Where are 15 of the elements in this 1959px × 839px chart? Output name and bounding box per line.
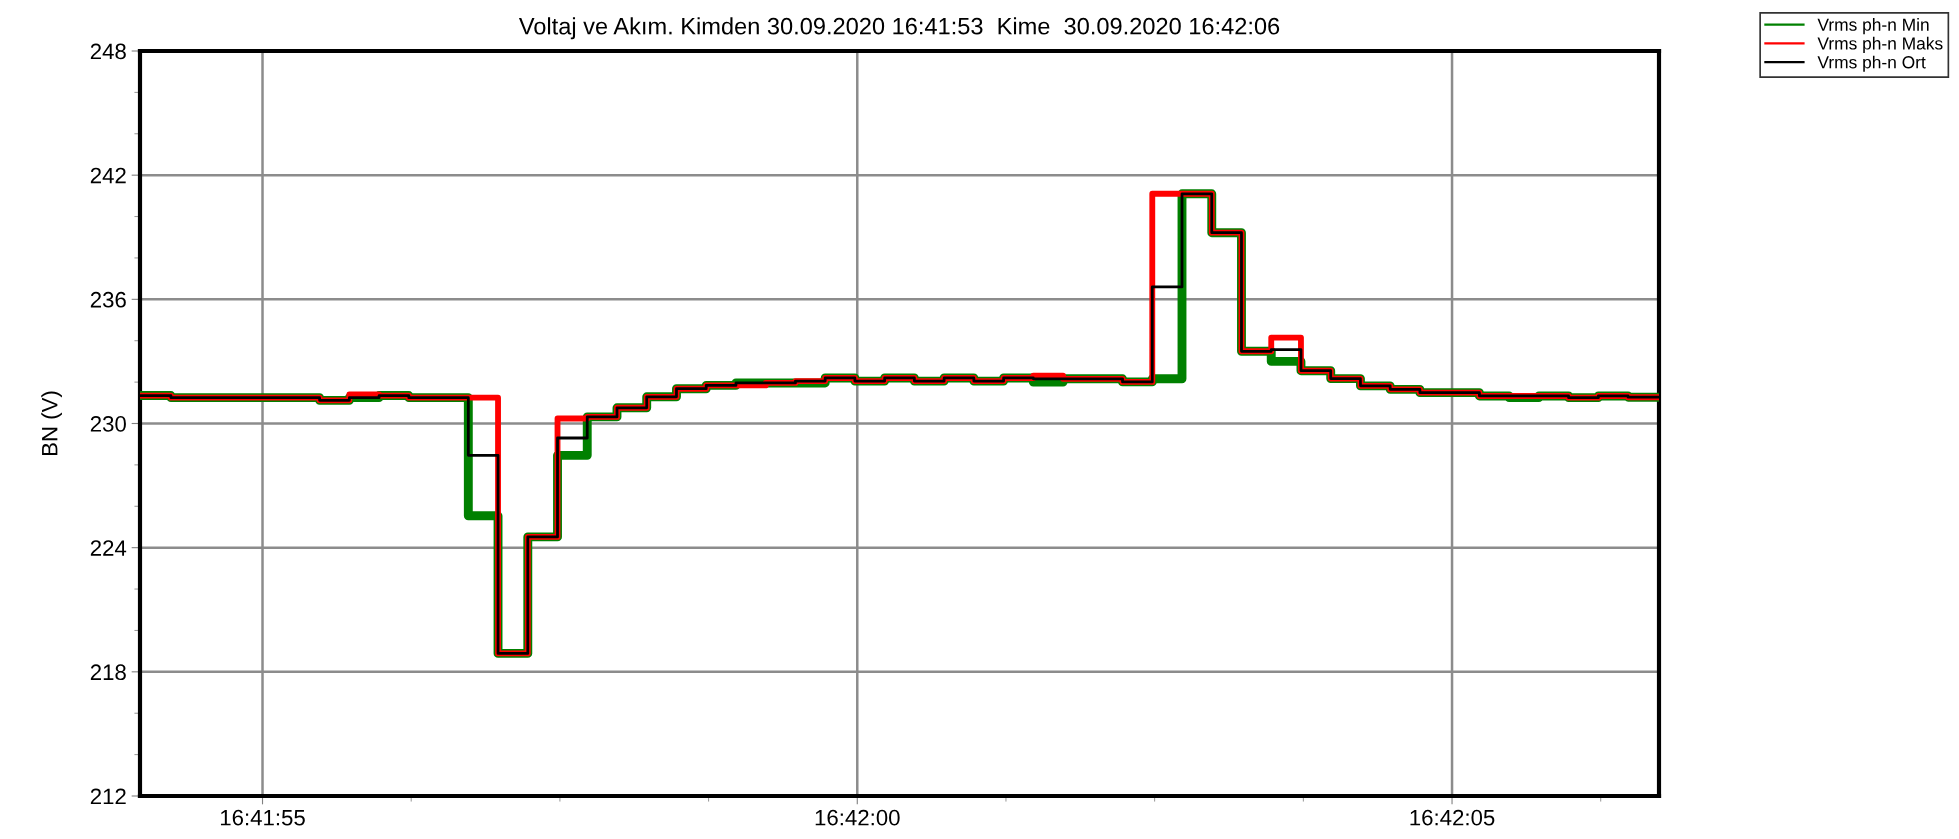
- y-tick-label: 218: [90, 664, 126, 681]
- y-tick-label: 212: [90, 788, 126, 805]
- y-axis-title: BN (V): [41, 391, 62, 456]
- x-tick-label: 16:42:05: [1410, 809, 1495, 826]
- y-tick-label: 248: [90, 43, 126, 60]
- legend-label: Vrms ph-n Min: [1817, 18, 1929, 35]
- chart-title: Voltaj ve Akım. Kimden 30.09.2020 16:41:53 Kime 30.09.2020 16:42:06: [518, 17, 1280, 40]
- y-tick-label: 230: [90, 416, 126, 432]
- x-tick-label: 16:42:00: [815, 809, 900, 826]
- y-tick-label: 236: [90, 291, 126, 308]
- x-tick-label: 16:41:55: [220, 809, 305, 826]
- y-tick-label: 224: [90, 540, 127, 556]
- y-tick-label: 242: [90, 167, 126, 184]
- legend-label: Vrms ph-n Maks: [1817, 36, 1943, 54]
- legend-label: Vrms ph-n Ort: [1817, 55, 1926, 72]
